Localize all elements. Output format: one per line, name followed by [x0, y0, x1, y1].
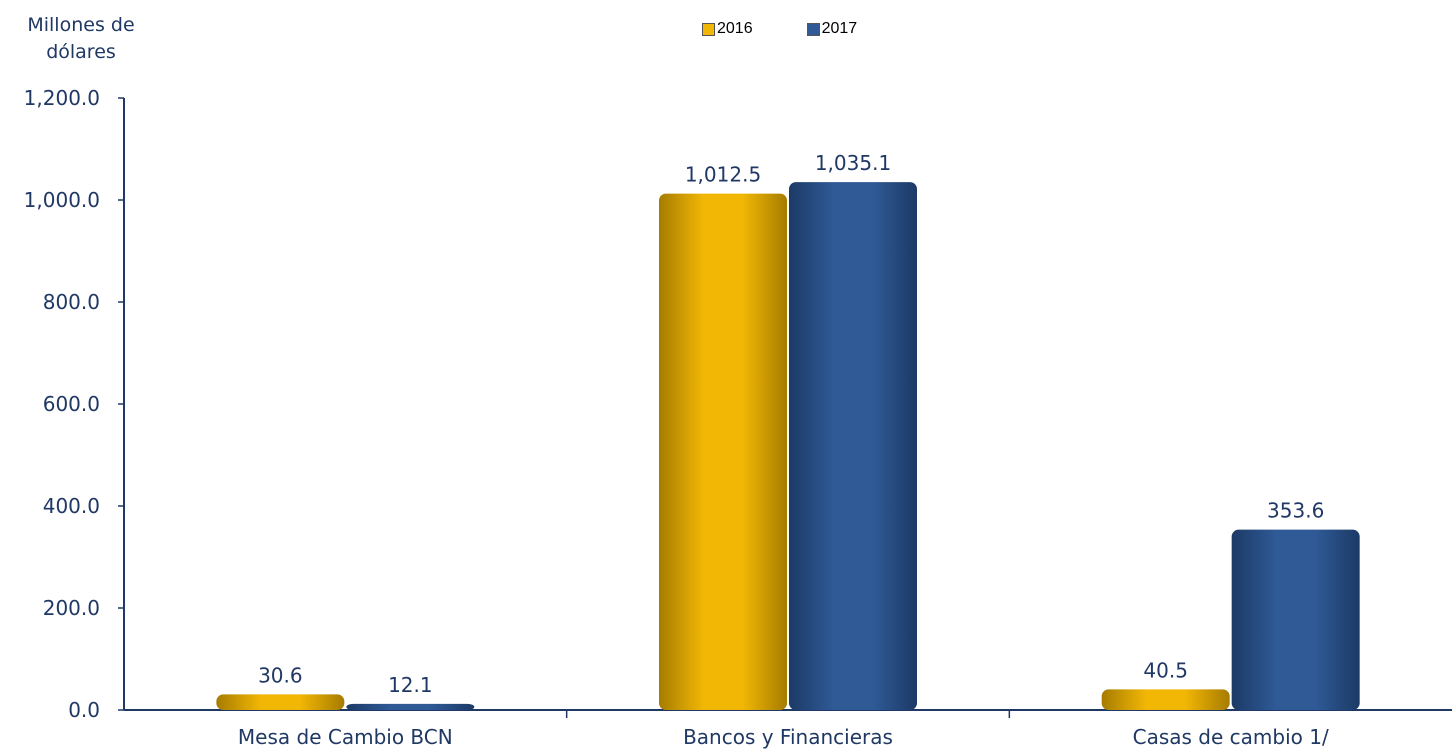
y-axis-title-line-2: dólares — [46, 41, 116, 63]
data-label-2016: 1,012.5 — [685, 163, 761, 187]
legend-label-2017: 2017 — [821, 20, 858, 37]
legend-item-2017: 2017 — [806, 20, 858, 38]
y-axis-title: Millones de dólares — [0, 12, 162, 66]
y-tick-label: 1,000.0 — [24, 188, 100, 212]
legend-swatch-2016 — [702, 22, 715, 36]
data-label-2016: 40.5 — [1143, 658, 1188, 682]
bar-2017 — [346, 703, 475, 710]
x-category-label: Mesa de Cambio BCN — [238, 725, 453, 749]
bar-2016 — [659, 193, 787, 710]
y-tick-label: 0.0 — [68, 698, 100, 722]
y-tick-label: 400.0 — [43, 494, 100, 518]
y-tick-label: 1,200.0 — [24, 86, 100, 110]
bar-2016 — [1101, 689, 1230, 710]
bar-2017 — [1231, 529, 1360, 710]
data-label-2017: 12.1 — [388, 673, 433, 697]
x-category-label: Casas de cambio 1/ — [1133, 725, 1329, 749]
y-tick-label: 800.0 — [43, 290, 100, 314]
data-label-2016: 30.6 — [258, 663, 303, 687]
legend-label-2016: 2016 — [717, 20, 753, 37]
y-tick-label: 200.0 — [43, 596, 100, 620]
legend-item-2016: 2016 — [702, 20, 753, 38]
y-tick-label: 600.0 — [43, 392, 100, 416]
bar-2016 — [216, 694, 345, 710]
bar-2017 — [789, 182, 917, 710]
data-label-2017: 1,035.1 — [815, 151, 891, 175]
legend: 2016 2017 — [702, 20, 857, 38]
y-axis-title-line-1: Millones de — [27, 14, 135, 36]
data-label-2017: 353.6 — [1267, 499, 1324, 523]
x-category-label: Bancos y Financieras — [683, 725, 893, 749]
legend-swatch-2017 — [806, 22, 820, 36]
